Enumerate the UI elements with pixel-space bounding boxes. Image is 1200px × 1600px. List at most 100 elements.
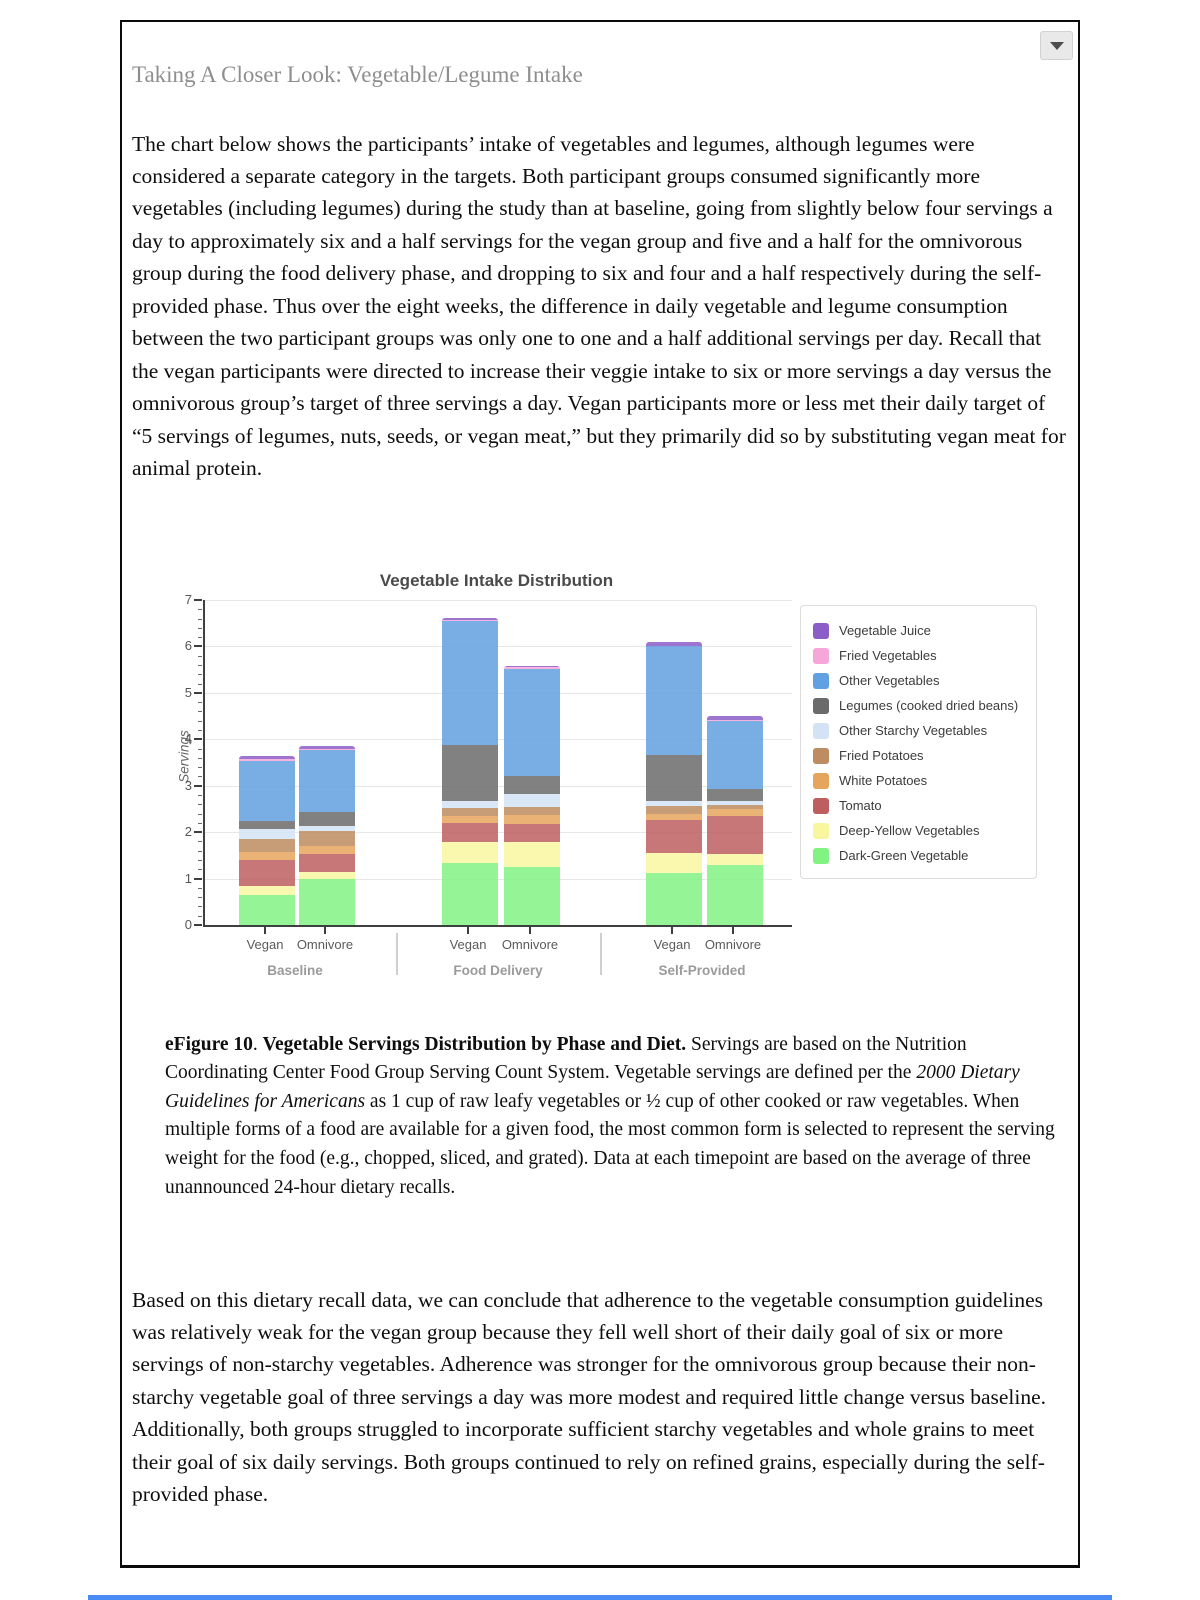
legend-swatch [813, 622, 829, 639]
gridline-1 [205, 878, 792, 880]
chevron-down-icon [1049, 41, 1064, 50]
legend-label: Other Vegetables [839, 673, 940, 688]
legend-swatch [813, 647, 829, 664]
section-heading: Taking A Closer Look: Vegetable/Legume I… [132, 62, 583, 87]
x-label-vegan-2: Vegan [449, 937, 487, 952]
segment-tomato [239, 860, 295, 887]
segment-legumes-cooked-dried-beans- [504, 775, 560, 795]
legend-label: Deep-Yellow Vegetables [839, 823, 980, 838]
segment-fried-vegetables [299, 748, 355, 751]
legend-item-other-starchy-vegetables: Other Starchy Vegetables [813, 718, 1026, 743]
y-tick-label-2: 2 [184, 824, 192, 840]
segment-deep-yellow-vegetables [239, 886, 295, 895]
segment-other-vegetables [646, 646, 702, 756]
group-label-self-provided: Self-Provided [658, 963, 746, 978]
segment-dark-green-vegetable [707, 864, 763, 925]
segment-dark-green-vegetable [299, 878, 355, 925]
y-tick-minor [198, 730, 202, 731]
y-tick-minor [198, 637, 202, 639]
segment-vegetable-juice [442, 618, 498, 621]
group-label-baseline: Baseline [267, 963, 323, 978]
y-tick-minor [198, 906, 202, 908]
segment-fried-vegetables [239, 759, 295, 761]
segment-white-potatoes [299, 845, 355, 854]
legend-label: Fried Vegetables [839, 648, 937, 663]
caption-figure-number: eFigure 10 [165, 1033, 253, 1055]
segment-fried-potatoes [239, 839, 295, 852]
figure-caption: eFigure 10. Vegetable Servings Distribut… [165, 1033, 1055, 1198]
segment-other-vegetables [504, 668, 560, 776]
legend-item-other-vegetables: Other Vegetables [813, 668, 1026, 693]
segment-vegetable-juice [299, 746, 355, 749]
y-tick-minor [198, 804, 202, 806]
segment-other-starchy-vegetables [504, 794, 560, 807]
segment-other-starchy-vegetables [239, 828, 295, 840]
segment-other-starchy-vegetables [707, 801, 763, 806]
segment-fried-vegetables [646, 645, 702, 647]
segment-other-vegetables [239, 760, 295, 822]
segment-deep-yellow-vegetables [504, 842, 560, 868]
x-label-omnivore-5: Omnivore [704, 937, 762, 952]
y-tick-minor [198, 767, 202, 769]
y-tick-minor [198, 850, 202, 852]
stacked-bar-omnivore-1 [299, 746, 355, 925]
y-tick-minor [198, 813, 202, 815]
segment-vegetable-juice [707, 716, 763, 720]
collapse-section-button[interactable] [1040, 31, 1073, 60]
segment-fried-potatoes [299, 830, 355, 846]
bottom-partial-element [88, 1595, 1112, 1600]
content-frame: Taking A Closer Look: Vegetable/Legume I… [120, 20, 1080, 1568]
y-tick-minor [198, 897, 202, 899]
y-tick-minor [198, 609, 202, 611]
segment-fried-potatoes [442, 808, 498, 817]
segment-deep-yellow-vegetables [442, 842, 498, 864]
gridline-6 [205, 646, 792, 648]
y-tick-minor [198, 915, 202, 917]
segment-tomato [707, 815, 763, 854]
legend-swatch [813, 822, 829, 839]
segment-other-vegetables [442, 620, 498, 745]
legend-swatch [813, 847, 829, 864]
legend-item-fried-vegetables: Fried Vegetables [813, 643, 1026, 668]
segment-tomato [442, 822, 498, 843]
conclusion-paragraph: Based on this dietary recall data, we ca… [132, 1287, 1047, 1507]
segment-tomato [646, 819, 702, 854]
y-tick-minor [198, 711, 202, 713]
plot-area [203, 600, 792, 927]
segment-fried-vegetables [504, 667, 560, 669]
x-label-vegan-4: Vegan [653, 937, 691, 952]
y-tick-major [194, 877, 202, 880]
legend-label: Dark-Green Vegetable [839, 848, 969, 863]
segment-white-potatoes [442, 816, 498, 823]
legend-item-white-potatoes: White Potatoes [813, 768, 1026, 793]
gridline-7 [205, 600, 792, 601]
segment-deep-yellow-vegetables [646, 853, 702, 873]
legend-label: Tomato [839, 798, 882, 813]
segment-other-starchy-vegetables [442, 800, 498, 809]
y-tick-minor [198, 748, 202, 750]
group-label-food-delivery: Food Delivery [453, 963, 543, 978]
legend-label: Fried Potatoes [839, 748, 924, 763]
y-tick-minor [198, 702, 202, 704]
segment-white-potatoes [239, 851, 295, 861]
x-tick [467, 927, 469, 934]
segment-vegetable-juice [504, 666, 560, 668]
y-tick-major [194, 784, 202, 787]
segment-other-starchy-vegetables [646, 801, 702, 807]
segment-white-potatoes [707, 809, 763, 816]
segment-vegetable-juice [239, 755, 295, 760]
y-tick-minor [198, 841, 202, 843]
stacked-bar-vegan-0 [239, 755, 295, 925]
y-tick-minor [198, 720, 202, 722]
segment-dark-green-vegetable [239, 894, 295, 925]
legend-item-legumes-cooked-dried-beans-: Legumes (cooked dried beans) [813, 693, 1026, 718]
y-tick-minor [198, 627, 202, 629]
y-tick-minor [198, 665, 202, 666]
y-tick-minor [198, 795, 202, 796]
stacked-bar-vegan-4 [646, 641, 702, 925]
segment-tomato [299, 853, 355, 872]
segment-vegetable-juice [646, 641, 702, 646]
segment-legumes-cooked-dried-beans- [239, 821, 295, 829]
gridline-5 [205, 692, 792, 694]
intro-paragraph: The chart below shows the participants’ … [132, 131, 1066, 481]
